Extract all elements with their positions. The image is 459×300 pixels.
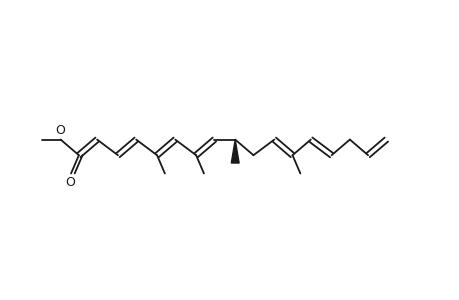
Polygon shape xyxy=(231,140,239,163)
Text: O: O xyxy=(65,176,75,189)
Text: O: O xyxy=(56,124,66,137)
